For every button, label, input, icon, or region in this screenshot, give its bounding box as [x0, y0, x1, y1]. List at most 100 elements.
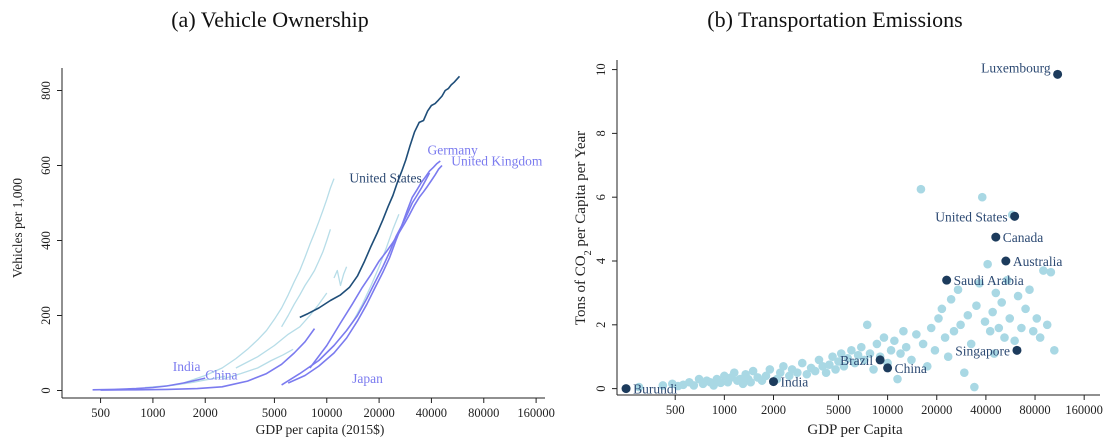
- panel-a-x-tick-label: 80000: [468, 406, 499, 420]
- country-point: [869, 365, 878, 374]
- panel-b-y-label-subscript: 2: [583, 250, 594, 255]
- panel-b-x-tick-label: 5000: [826, 403, 851, 417]
- panel-b-x-tick-label: 80000: [1019, 403, 1050, 417]
- country-point: [975, 279, 984, 288]
- panel-b-axes: [616, 60, 1100, 396]
- panel-transportation-emissions: (b) Transportation Emissions 500 1000 2000…: [573, 7, 1103, 438]
- panel-b-x-axis-label: GDP per Capita: [807, 422, 903, 438]
- country-point: [1017, 323, 1026, 333]
- country-point: [949, 326, 959, 336]
- country-point: [879, 333, 889, 342]
- country-point: [985, 326, 995, 336]
- panel-b-y-tick-label: 6: [594, 194, 608, 200]
- panel-b-x-tick-label: 10000: [872, 403, 903, 417]
- panel-a-x-tick-label: 2000: [193, 406, 218, 420]
- marked-label-australia: Australia: [1013, 254, 1063, 269]
- country-point: [748, 366, 758, 376]
- country-point: [930, 346, 940, 355]
- country-point: [918, 339, 928, 349]
- country-point: [856, 342, 866, 352]
- country-point: [689, 381, 699, 390]
- country-point: [1035, 333, 1045, 342]
- series-other-country-line: [235, 292, 328, 369]
- country-point: [1000, 333, 1009, 342]
- country-point: [1021, 304, 1030, 314]
- panel-a-x-tick-label: 10000: [311, 406, 342, 420]
- panel-a-ticks: 500 1000 2000 5000 10000 20000 40000 80000 16000…: [39, 81, 555, 420]
- panel-b-x-tick-label: 1000: [712, 403, 737, 417]
- country-point: [977, 192, 987, 202]
- panel-b-x-tick-label: 2000: [761, 403, 786, 417]
- country-point: [1028, 326, 1038, 336]
- panel-a-y-tick-label: 200: [39, 306, 53, 325]
- country-point: [1046, 267, 1056, 277]
- country-point: [729, 368, 739, 377]
- panel-a-title: (a) Vehicle Ownership: [171, 7, 369, 32]
- marked-label-singapore: Singapore: [955, 343, 1010, 358]
- country-point: [853, 350, 863, 360]
- country-point: [989, 349, 999, 358]
- country-point: [912, 330, 921, 339]
- panel-b-x-tick-label: 20000: [921, 403, 952, 417]
- country-point: [802, 369, 812, 379]
- country-point: [746, 377, 755, 387]
- country-point: [916, 184, 926, 194]
- country-point: [818, 361, 827, 371]
- country-point: [831, 365, 840, 374]
- marked-label-saudi-arabia: Saudi Arabia: [954, 273, 1024, 288]
- annotation-japan: Japan: [352, 371, 383, 386]
- country-point: [797, 358, 807, 368]
- country-point: [991, 288, 1001, 298]
- country-point: [953, 285, 963, 295]
- country-point: [956, 320, 965, 330]
- panel-b-y-label-part-2: per Capita per Year: [573, 131, 589, 251]
- country-point: [1032, 314, 1042, 323]
- country-point: [810, 366, 820, 376]
- marked-label-united-states: United States: [935, 209, 1007, 224]
- panel-vehicle-ownership: (a) Vehicle Ownership 500 1000 2000 5000 100…: [10, 7, 555, 437]
- country-point: [825, 360, 834, 369]
- annotation-india: India: [173, 359, 201, 374]
- panel-a-x-tick-label: 20000: [363, 406, 394, 420]
- country-point: [937, 304, 947, 314]
- country-point: [997, 298, 1007, 307]
- country-point: [1013, 291, 1023, 301]
- country-point: [860, 355, 869, 365]
- panel-a-y-tick-label: 800: [39, 81, 53, 100]
- marked-label-burundi: Burundi: [633, 382, 678, 397]
- series-other-country-line: [351, 214, 400, 324]
- country-point: [779, 361, 788, 371]
- country-point: [850, 358, 860, 368]
- series-united-states-line: [299, 75, 461, 319]
- marked-label-luxembourg: Luxembourg: [981, 60, 1051, 75]
- marked-point-china: [883, 363, 893, 373]
- marked-label-china: China: [895, 361, 927, 376]
- country-point: [839, 361, 849, 371]
- country-point: [907, 355, 916, 365]
- country-point: [775, 368, 785, 377]
- panel-b-y-tick-label: 4: [594, 257, 608, 264]
- country-point: [972, 301, 981, 310]
- series-other-country-line: [281, 229, 332, 328]
- panel-b-x-tick-label: 40000: [970, 403, 1001, 417]
- country-point: [963, 310, 973, 320]
- annotation-germany: Germany: [428, 142, 478, 157]
- country-point: [872, 339, 882, 349]
- country-point: [970, 382, 979, 392]
- country-point: [836, 349, 846, 358]
- marked-point-saudi-arabia: [942, 275, 952, 285]
- country-point: [716, 378, 726, 388]
- country-point: [980, 317, 990, 326]
- country-point: [943, 352, 953, 362]
- panel-a-x-axis-label: GDP per capita (2015$): [256, 422, 385, 437]
- marked-point-brazil: [875, 355, 885, 365]
- country-point: [793, 368, 802, 377]
- series-germany-line: [287, 160, 441, 384]
- country-point: [634, 382, 644, 392]
- country-point: [960, 368, 969, 377]
- country-point: [994, 323, 1004, 333]
- country-point: [862, 320, 872, 330]
- series-china-line: [100, 328, 316, 391]
